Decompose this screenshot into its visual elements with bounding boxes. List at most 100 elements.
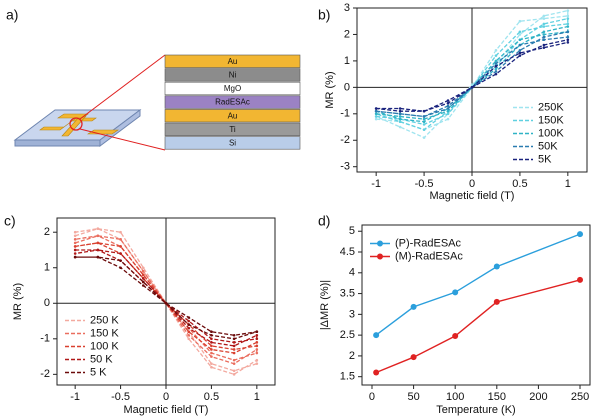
x-tick-label: 100 [446,391,464,403]
layer-name: RadESAc [215,98,250,107]
legend-label: 100K [538,127,564,139]
data-point [210,333,213,337]
data-point [422,123,426,126]
data-point [398,125,402,129]
data-point [232,351,236,355]
legend-label: 150K [538,114,564,126]
data-point [542,30,546,34]
data-point [542,38,546,42]
legend-label: 100 K [90,340,119,352]
data-point [446,101,450,105]
data-point [73,248,77,252]
data-point [232,344,236,348]
data-point [73,245,77,248]
data-point [493,263,500,270]
data-point [374,117,378,121]
panel-label: a) [6,7,18,23]
legend-label: 50K [538,140,558,152]
data-point [422,136,426,139]
data-point [518,51,522,55]
data-point [398,109,402,113]
data-point [373,369,380,376]
data-point [210,337,213,341]
data-point [73,252,77,255]
data-point [73,241,77,245]
data-point [232,333,236,337]
data-point [566,38,570,42]
data-point [232,341,236,344]
y-tick-label: 0 [44,297,50,309]
data-point [493,298,500,305]
data-point [73,255,77,259]
data-point [518,38,522,42]
data-point [255,362,259,365]
data-point [374,109,378,113]
data-point [470,86,474,89]
data-point [452,289,459,296]
layer [164,54,301,68]
legend-label: (P)-RadESAc [395,237,462,249]
y-tick-label: -1 [40,333,50,345]
data-point [210,341,213,344]
data-point [141,284,145,287]
data-point [446,109,450,113]
data-point [446,107,450,110]
y-tick-label: 0 [344,81,350,93]
legend-marker [377,253,383,260]
data-point [255,333,259,337]
data-point [398,120,402,124]
data-point [542,25,546,28]
data-point [187,337,191,341]
legend-label: 5K [538,153,552,165]
data-point [542,35,546,39]
data-point [398,112,402,116]
x-axis-label: Temperature (K) [436,404,515,416]
data-point [566,35,570,39]
series-line [75,249,258,347]
legend-marker [377,240,383,247]
data-point [374,112,378,116]
legend-label: 50 K [90,353,113,365]
x-tick-label: -1 [371,178,381,190]
data-point [577,231,584,238]
data-point [164,301,168,305]
data-point [374,115,378,118]
x-tick-label: 0.5 [204,391,219,403]
y-tick-label: -3 [340,161,350,173]
y-tick-label: 1 [44,262,50,274]
y-tick-label: 3 [349,308,355,320]
data-point [446,117,450,121]
data-point [96,248,100,252]
y-axis-label: |ΔMR (%)| [319,280,331,330]
data-point [494,49,498,52]
layer-name: Ti [229,125,236,134]
data-point [422,117,426,121]
panel-label: c) [4,213,16,229]
data-point [373,332,380,339]
legend-label: 5 K [90,366,107,378]
layer [164,81,301,96]
data-point [566,14,570,18]
data-point [566,17,570,20]
data-point [141,280,145,284]
data-point [494,59,498,63]
data-point [566,41,570,44]
data-point [96,227,100,230]
data-point [542,33,546,36]
data-point [566,25,570,28]
data-point [210,365,213,369]
series-line [375,25,569,123]
x-tick-label: -0.5 [111,391,130,403]
data-point [119,266,122,270]
data-point [518,33,522,36]
data-point [255,341,259,344]
series-line [375,17,569,131]
data-point [542,46,546,49]
data-point [542,17,546,20]
legend-label: 150 K [90,327,119,339]
data-point [210,351,213,355]
data-point [232,373,236,376]
data-point [422,128,426,131]
data-point [119,230,122,234]
data-point [255,348,259,351]
